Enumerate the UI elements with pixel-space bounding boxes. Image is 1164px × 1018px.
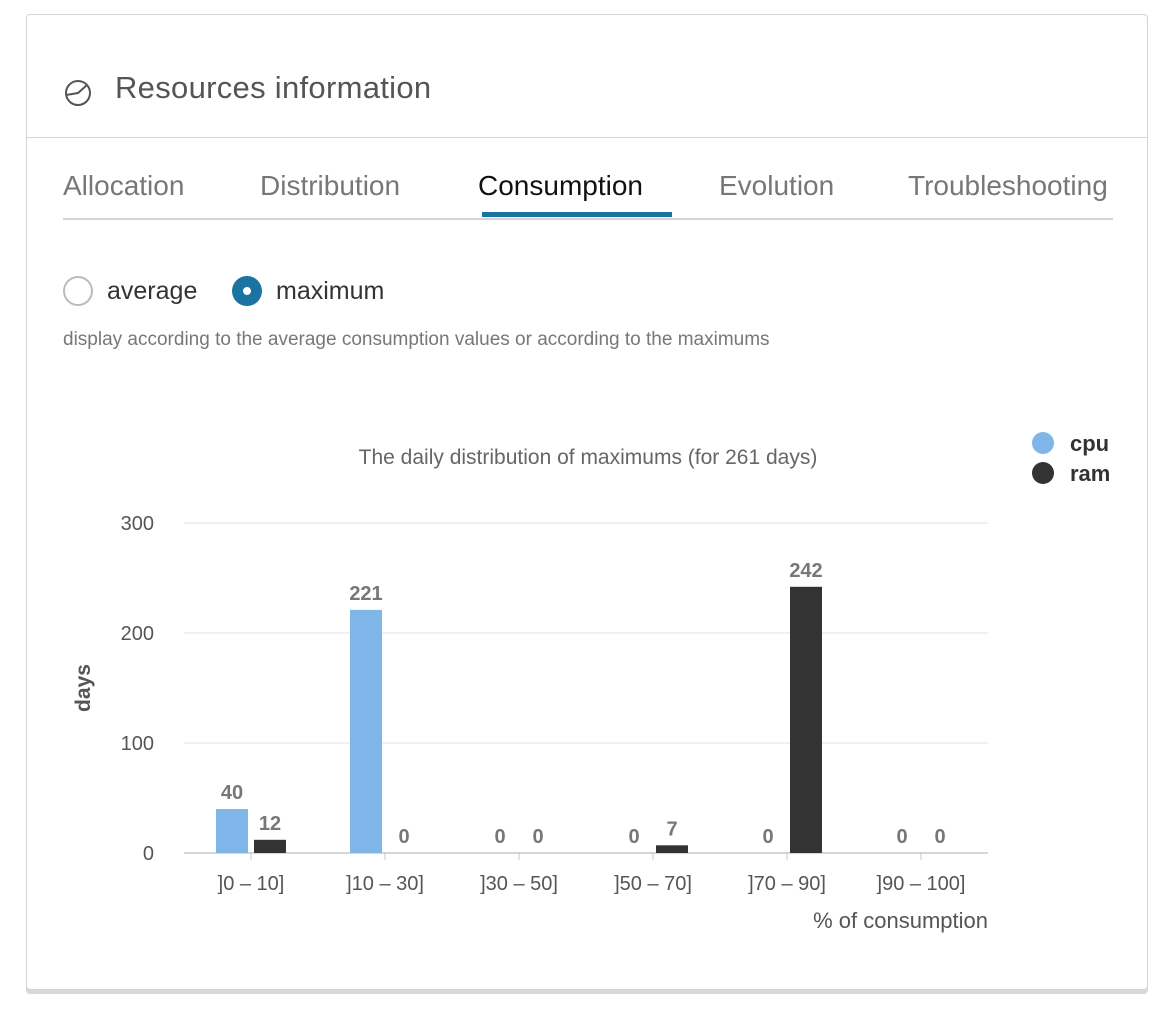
- data-label-ram: 0: [398, 826, 409, 848]
- data-label-ram: 242: [789, 560, 822, 582]
- x-tick-label: ]90 – 100]: [877, 873, 966, 895]
- page-title: Resources information: [115, 70, 432, 105]
- bar-ram: [790, 586, 822, 853]
- data-label-cpu: 0: [494, 826, 505, 848]
- card-header: Resources information: [27, 15, 1147, 138]
- legend-label-ram: ram: [1070, 461, 1110, 486]
- y-tick-label: 300: [121, 513, 154, 535]
- bar-ram: [656, 845, 688, 853]
- legend-swatch-ram: [1032, 462, 1054, 484]
- radio-maximum-label[interactable]: maximum: [276, 277, 385, 305]
- y-tick-label: 100: [121, 733, 154, 755]
- data-label-ram: 0: [532, 826, 543, 848]
- y-tick-label: 0: [143, 843, 154, 865]
- data-label-cpu: 40: [221, 782, 243, 804]
- data-label-ram: 12: [259, 813, 281, 835]
- x-tick-label: ]30 – 50]: [480, 873, 558, 895]
- tab-allocation[interactable]: Allocation: [63, 170, 185, 201]
- y-axis-label: days: [72, 664, 95, 712]
- data-label-cpu: 0: [762, 826, 773, 848]
- x-tick-label: ]0 – 10]: [218, 873, 285, 895]
- bar-cpu: [350, 609, 382, 853]
- tab-bar: Allocation Distribution Consumption Evol…: [63, 166, 1113, 220]
- data-label-ram: 0: [934, 826, 945, 848]
- tab-consumption[interactable]: Consumption: [478, 170, 643, 201]
- data-label-cpu: 0: [896, 826, 907, 848]
- legend-label-cpu: cpu: [1070, 431, 1109, 456]
- legend-swatch-cpu: [1032, 432, 1054, 454]
- resources-card: Resources information: [26, 14, 1148, 990]
- pie-chart-icon: [65, 80, 91, 106]
- data-label-cpu: 221: [349, 583, 382, 605]
- x-tick-label: ]10 – 30]: [346, 873, 424, 895]
- bar-ram: [254, 839, 286, 853]
- chart-title: The daily distribution of maximums (for …: [359, 446, 818, 469]
- radio-average[interactable]: [63, 276, 93, 306]
- x-axis-label: % of consumption: [813, 908, 988, 933]
- tab-evolution[interactable]: Evolution: [719, 170, 835, 201]
- x-tick-label: ]70 – 90]: [748, 873, 826, 895]
- x-tick-label: ]50 – 70]: [614, 873, 692, 895]
- radio-maximum[interactable]: [232, 276, 262, 306]
- radio-average-label[interactable]: average: [107, 277, 198, 305]
- mode-hint: display according to the average consump…: [63, 329, 770, 350]
- tab-troubleshooting[interactable]: Troubleshooting: [908, 170, 1108, 201]
- data-label-ram: 7: [666, 818, 677, 840]
- y-tick-label: 200: [121, 623, 154, 645]
- active-tab-indicator: [482, 212, 672, 217]
- data-label-cpu: 0: [628, 826, 639, 848]
- bar-cpu: [216, 809, 248, 853]
- tab-distribution[interactable]: Distribution: [260, 170, 401, 201]
